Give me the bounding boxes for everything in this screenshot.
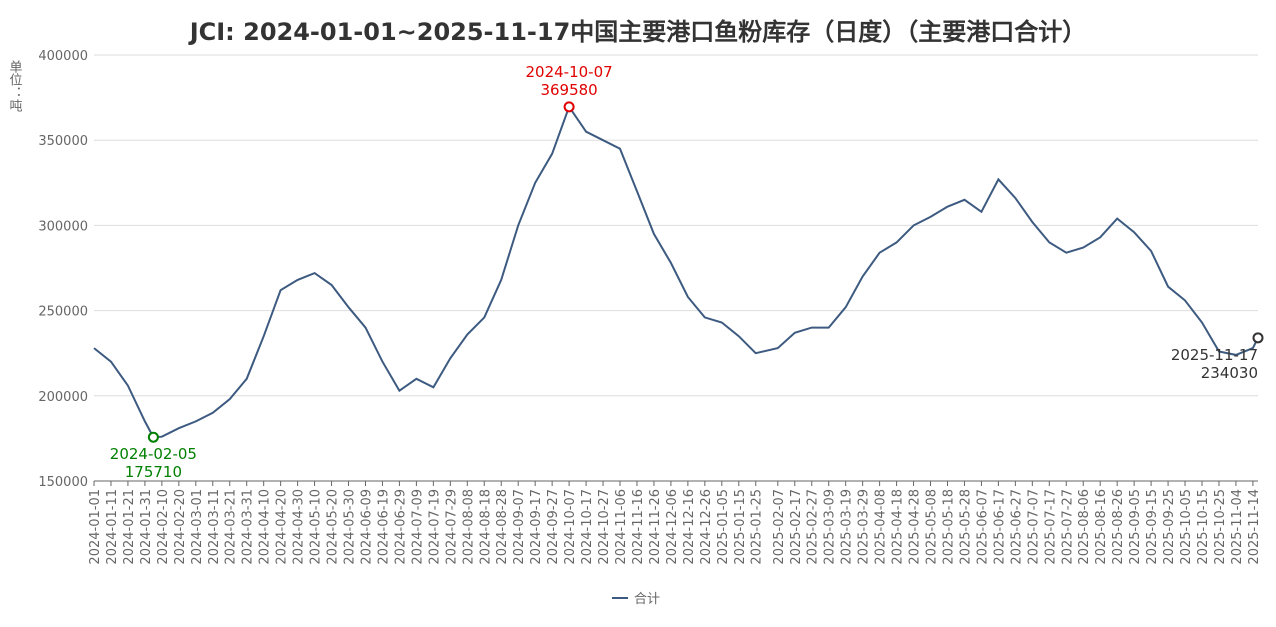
x-tick-label: 2024-11-16 [631,489,646,565]
x-tick-label: 2024-05-30 [343,489,358,565]
x-tick-label: 2025-07-27 [1060,489,1075,565]
x-tick-label: 2025-08-06 [1077,489,1092,565]
x-tick-label: 2025-11-04 [1230,489,1245,565]
x-tick-label: 2024-09-17 [529,489,544,565]
x-tick-label: 2025-05-28 [958,489,973,565]
x-tick-label: 2024-11-06 [614,489,629,565]
x-tick-label: 2025-09-05 [1128,489,1143,565]
x-tick-label: 2024-03-11 [207,489,222,565]
y-tick-label: 200000 [38,390,88,405]
x-tick-label: 2025-10-15 [1196,489,1211,565]
x-tick-label: 2024-01-11 [105,489,120,565]
marker [147,431,159,443]
x-tick-label: 2024-10-17 [580,489,595,565]
x-tick-label: 2024-01-31 [139,489,154,565]
x-tick-label: 2025-01-25 [750,489,765,565]
x-tick-label: 2024-12-06 [665,489,680,565]
x-tick-label: 2025-09-25 [1162,489,1177,565]
x-tick-label: 2024-09-27 [546,489,561,565]
annotation-value: 175710 [125,463,182,481]
chart-title: JCI: 2024-01-01~2025-11-17中国主要港口鱼粉库存（日度）… [188,18,1087,46]
marker [563,101,575,113]
y-tick-label: 250000 [38,305,88,320]
y-tick-label: 350000 [38,134,88,149]
x-tick-label: 2025-07-17 [1043,489,1058,565]
x-tick-label: 2025-06-07 [975,489,990,565]
x-tick-label: 2025-02-27 [806,489,821,565]
legend-label: 合计 [634,592,660,607]
x-tick-label: 2025-10-05 [1179,489,1194,565]
x-tick-label: 2025-04-28 [908,489,923,565]
x-tick-label: 2025-06-27 [1009,489,1024,565]
x-tick-label: 2024-03-31 [241,489,256,565]
x-tick-label: 2024-05-10 [309,489,324,565]
x-tick-label: 2024-08-18 [478,489,493,565]
annotation-date: 2024-10-07 [526,63,613,81]
annotation-date: 2025-11-17 [1171,346,1258,364]
x-tick-label: 2025-10-25 [1213,489,1228,565]
annotation-date: 2024-02-05 [110,445,197,463]
x-tick-label: 2024-10-27 [597,489,612,565]
x-tick-label: 2025-09-15 [1145,489,1160,565]
x-tick-label: 2024-07-19 [427,489,442,565]
x-tick-label: 2025-03-09 [823,489,838,565]
x-tick-label: 2025-08-16 [1094,489,1109,565]
x-tick-label: 2024-05-20 [326,489,341,565]
x-tick-label: 2024-06-29 [393,489,408,565]
x-tick-label: 2024-02-10 [156,489,171,565]
x-tick-label: 2025-01-05 [716,489,731,565]
x-tick-label: 2024-03-01 [190,489,205,565]
x-tick-label: 2024-11-26 [648,489,663,565]
x-tick-label: 2024-08-28 [495,489,510,565]
x-tick-label: 2024-07-29 [444,489,459,565]
x-tick-label: 2024-04-30 [292,489,307,565]
x-tick-label: 2025-03-19 [840,489,855,565]
x-tick-label: 2025-04-08 [874,489,889,565]
x-tick-label: 2025-06-17 [992,489,1007,565]
x-tick-label: 2024-12-16 [682,489,697,565]
x-tick-label: 2025-07-07 [1026,489,1041,565]
x-tick-label: 2024-01-01 [88,489,103,565]
x-tick-label: 2025-02-07 [772,489,787,565]
x-tick-label: 2025-08-26 [1111,489,1126,565]
x-tick-label: 2025-11-14 [1247,489,1262,565]
x-tick-label: 2025-02-17 [789,489,804,565]
x-tick-label: 2024-09-07 [512,489,527,565]
x-tick-label: 2024-10-07 [563,489,578,565]
x-tick-label: 2024-01-21 [122,489,137,565]
y-tick-label: 150000 [38,475,88,490]
x-tick-label: 2024-03-21 [224,489,239,565]
line [93,104,1259,439]
x-tick-label: 2024-06-19 [376,489,391,565]
x-tick-label: 2024-06-09 [359,489,374,565]
x-tick-label: 2024-02-20 [173,489,188,565]
y-tick-label: 300000 [38,219,88,234]
x-tick-label: 2025-05-08 [925,489,940,565]
x-tick-label: 2025-01-15 [733,489,748,565]
y-axis-label: 单位：吨 [7,60,23,112]
x-tick-label: 2024-07-09 [410,489,425,565]
x-tick-label: 2024-04-10 [258,489,273,565]
x-tick-label: 2024-04-20 [275,489,290,565]
x-tick-label: 2025-05-18 [941,489,956,565]
x-tick-label: 2024-08-08 [461,489,476,565]
x-tick-label: 2025-03-29 [857,489,872,565]
x-tick-label: 2024-12-26 [699,489,714,565]
y-tick-label: 400000 [38,49,88,64]
annotation-value: 369580 [540,81,597,99]
marker [1252,332,1264,344]
x-tick-label: 2025-04-18 [891,489,906,565]
annotation-value: 234030 [1201,364,1258,382]
